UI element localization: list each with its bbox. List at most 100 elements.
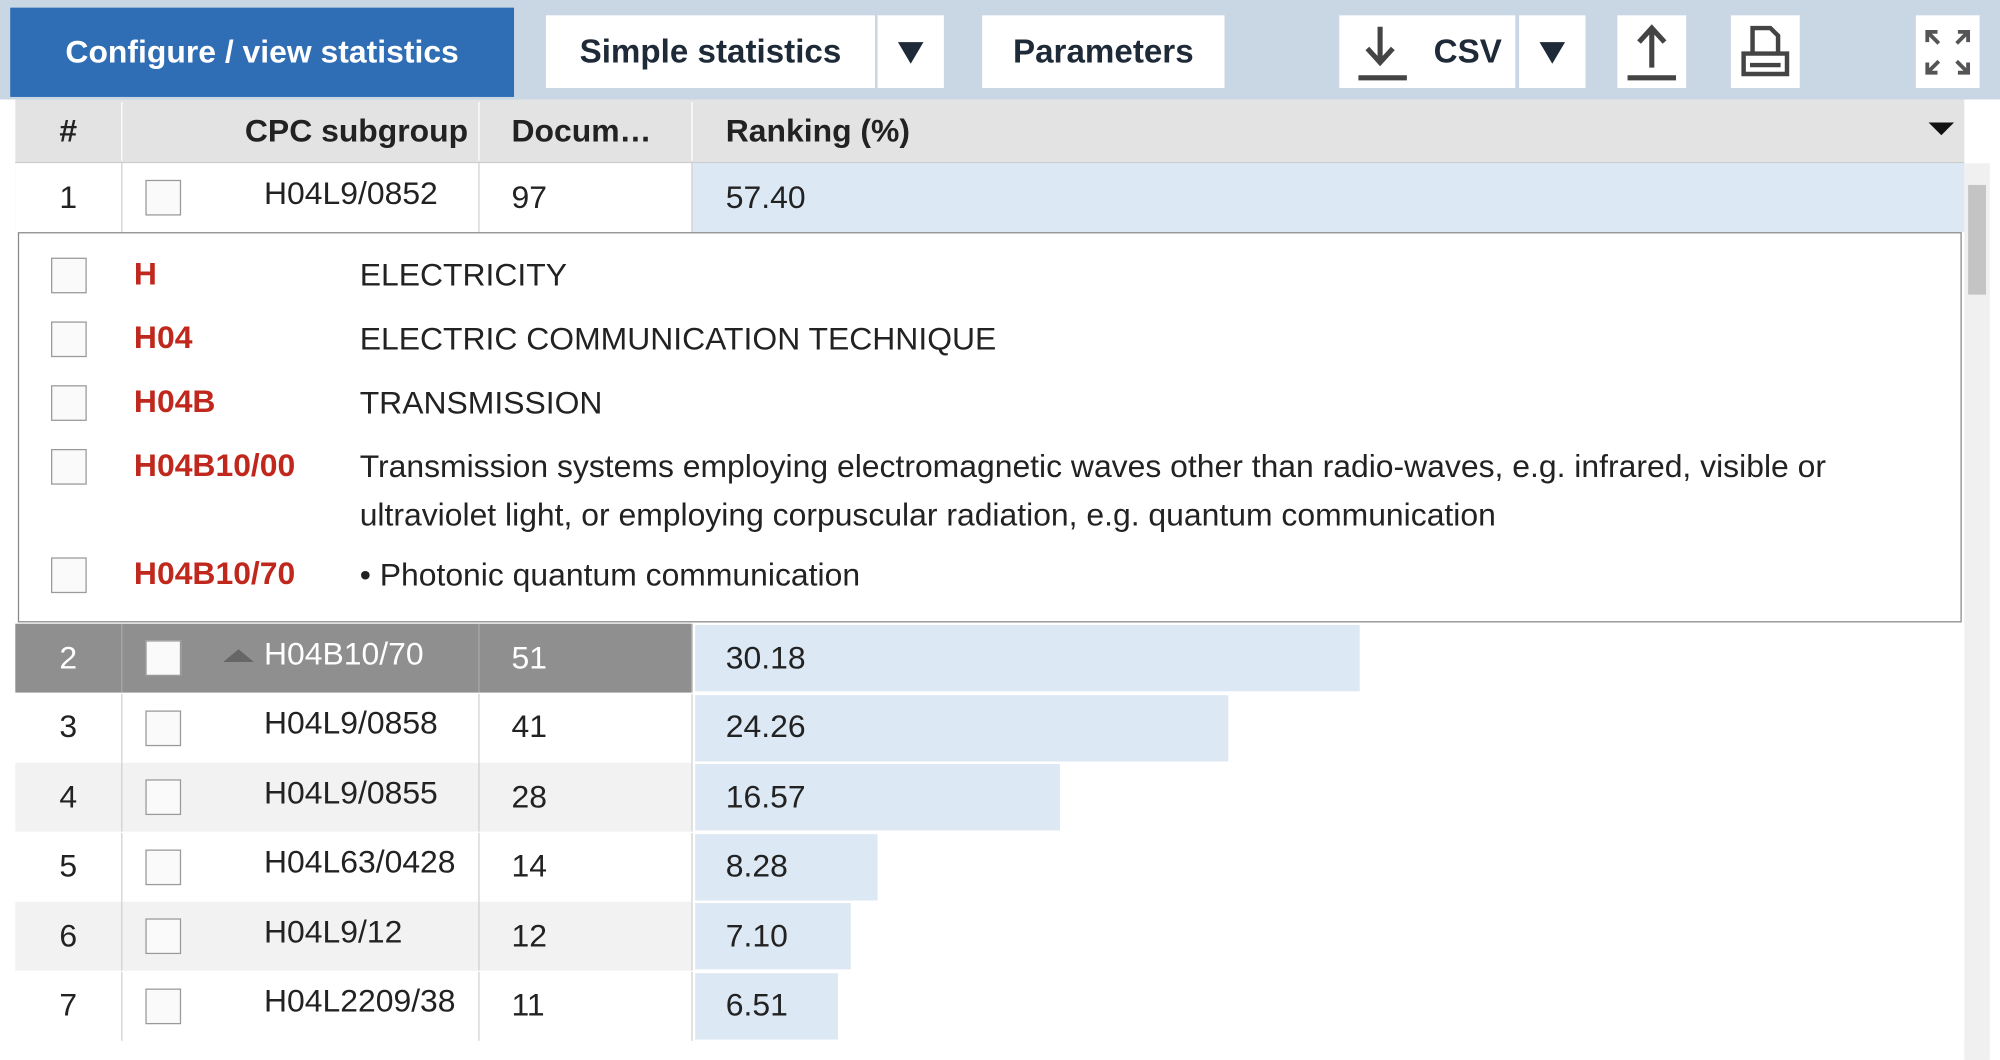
row-checkbox[interactable] bbox=[145, 918, 181, 954]
column-divider bbox=[121, 163, 122, 232]
column-menu[interactable] bbox=[1926, 117, 1957, 146]
cpc-code[interactable]: H04B10/70 bbox=[264, 620, 476, 689]
column-divider bbox=[691, 971, 692, 1040]
row-checkbox[interactable] bbox=[145, 710, 181, 746]
ranking-label: 16.57 bbox=[726, 763, 1109, 832]
column-divider bbox=[478, 763, 479, 832]
column-divider bbox=[478, 163, 479, 232]
cpc-code[interactable]: H04L2209/38 bbox=[264, 967, 476, 1036]
column-divider bbox=[478, 102, 479, 161]
ranking-label: 30.18 bbox=[726, 624, 1109, 693]
hierarchy-description: TRANSMISSION bbox=[360, 379, 1910, 427]
column-header[interactable]: Ranking (%) bbox=[691, 99, 1913, 163]
document-count: 41 bbox=[511, 693, 690, 762]
hierarchy-description: Transmission systems employing electroma… bbox=[360, 443, 1910, 540]
column-header[interactable]: Docum… bbox=[478, 99, 691, 163]
row-checkbox[interactable] bbox=[145, 779, 181, 815]
cpc-code[interactable]: H04L9/0852 bbox=[264, 159, 476, 228]
hierarchy-checkbox[interactable] bbox=[51, 258, 87, 294]
row-number: 2 bbox=[15, 624, 121, 693]
print-button[interactable] bbox=[1731, 15, 1800, 88]
csv-label: CSV bbox=[1434, 32, 1502, 72]
print-icon bbox=[1737, 22, 1793, 81]
hierarchy-checkbox[interactable] bbox=[51, 449, 87, 485]
hierarchy-code[interactable]: H bbox=[134, 256, 157, 293]
ranking-label: 6.51 bbox=[726, 971, 1109, 1040]
ranking-label: 57.40 bbox=[726, 163, 1109, 232]
scrollbar[interactable] bbox=[1964, 163, 1990, 1060]
hierarchy-description: • Photonic quantum communication bbox=[360, 551, 1910, 599]
column-header[interactable]: CPC subgroup bbox=[121, 99, 478, 163]
column-divider bbox=[691, 163, 692, 232]
statistics-button[interactable]: Simple statistics bbox=[546, 15, 875, 88]
upload-button[interactable] bbox=[1617, 15, 1686, 88]
collapse-icon[interactable] bbox=[221, 647, 257, 671]
column-header[interactable]: # bbox=[15, 99, 121, 163]
column-divider bbox=[478, 693, 479, 762]
dropdown-icon bbox=[1538, 39, 1566, 65]
scrollbar-thumb[interactable] bbox=[1968, 185, 1986, 295]
cpc-code[interactable]: H04L9/0858 bbox=[264, 689, 476, 758]
document-count: 28 bbox=[511, 763, 690, 832]
column-divider bbox=[691, 763, 692, 832]
column-divider bbox=[121, 832, 122, 901]
document-count: 14 bbox=[511, 832, 690, 901]
csv-dropdown-button[interactable] bbox=[1519, 15, 1585, 88]
column-divider bbox=[691, 102, 692, 161]
ranking-label: 7.10 bbox=[726, 902, 1109, 971]
column-divider bbox=[121, 763, 122, 832]
hierarchy-code[interactable]: H04B10/70 bbox=[134, 556, 295, 593]
hierarchy-checkbox[interactable] bbox=[51, 385, 87, 421]
document-count: 51 bbox=[511, 624, 690, 693]
hierarchy-code[interactable]: H04B bbox=[134, 384, 216, 421]
column-divider bbox=[121, 693, 122, 762]
ranking-label: 24.26 bbox=[726, 693, 1109, 762]
upload-icon bbox=[1624, 22, 1680, 81]
csv-button[interactable]: CSV bbox=[1339, 15, 1515, 88]
row-number: 6 bbox=[15, 902, 121, 971]
download-icon bbox=[1355, 22, 1411, 81]
row-checkbox[interactable] bbox=[145, 849, 181, 885]
column-divider bbox=[121, 624, 122, 693]
dropdown-button[interactable] bbox=[878, 15, 944, 88]
hierarchy-code[interactable]: H04B10/00 bbox=[134, 448, 295, 485]
column-divider bbox=[121, 902, 122, 971]
document-count: 97 bbox=[511, 163, 690, 232]
column-divider bbox=[478, 902, 479, 971]
title-tab[interactable]: Configure / view statistics bbox=[10, 8, 514, 97]
cpc-code[interactable]: H04L9/12 bbox=[264, 898, 476, 967]
fullscreen-icon bbox=[1922, 26, 1973, 77]
row-number: 5 bbox=[15, 832, 121, 901]
fullscreen-button[interactable] bbox=[1916, 15, 1980, 88]
row-number: 3 bbox=[15, 693, 121, 762]
column-divider bbox=[691, 832, 692, 901]
dropdown-icon bbox=[897, 39, 925, 65]
row-checkbox[interactable] bbox=[145, 988, 181, 1024]
column-divider bbox=[121, 971, 122, 1040]
collapse-arrow bbox=[221, 647, 257, 665]
hierarchy-code[interactable]: H04 bbox=[134, 320, 193, 357]
column-divider bbox=[691, 693, 692, 762]
parameters-button[interactable]: Parameters bbox=[982, 15, 1224, 88]
row-number: 4 bbox=[15, 763, 121, 832]
hierarchy-description: ELECTRICITY bbox=[360, 251, 1910, 299]
hierarchy-checkbox[interactable] bbox=[51, 557, 87, 593]
column-divider bbox=[691, 902, 692, 971]
column-divider bbox=[691, 624, 692, 693]
row-checkbox[interactable] bbox=[145, 180, 181, 216]
row-number: 1 bbox=[15, 163, 121, 232]
row-checkbox[interactable] bbox=[145, 640, 181, 676]
document-count: 11 bbox=[511, 971, 690, 1040]
column-divider bbox=[478, 971, 479, 1040]
document-count: 12 bbox=[511, 902, 690, 971]
hierarchy-checkbox[interactable] bbox=[51, 321, 87, 357]
hierarchy-description: ELECTRIC COMMUNICATION TECHNIQUE bbox=[360, 315, 1910, 363]
column-divider bbox=[121, 102, 122, 161]
cpc-code[interactable]: H04L9/0855 bbox=[264, 759, 476, 828]
row-number: 7 bbox=[15, 971, 121, 1040]
cpc-code[interactable]: H04L63/0428 bbox=[264, 828, 476, 897]
ranking-label: 8.28 bbox=[726, 832, 1109, 901]
column-divider bbox=[478, 624, 479, 693]
